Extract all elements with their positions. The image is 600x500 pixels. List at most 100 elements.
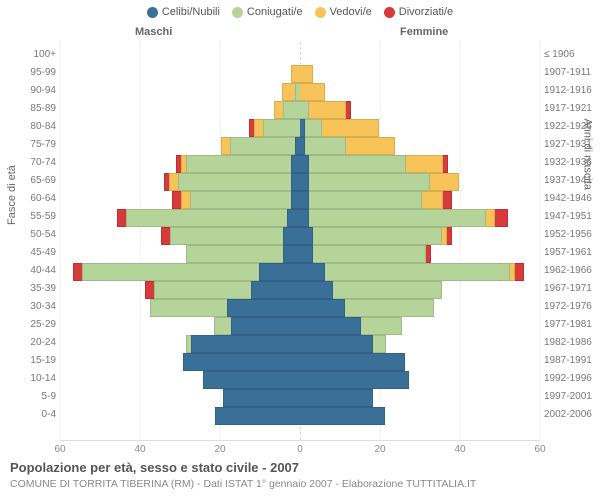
male-bar [186, 245, 300, 261]
birth-year-label: 1937-1941 [544, 175, 598, 186]
chart-subtitle: COMUNE DI TORRITA TIBERINA (RM) - Dati I… [10, 478, 476, 490]
segment-divorziati [172, 191, 181, 209]
age-label: 70-74 [16, 157, 56, 168]
segment-coniugati [190, 191, 291, 209]
pyramid-row: 5-91997-2001 [60, 388, 540, 406]
female-bar [300, 137, 395, 153]
segment-divorziati [447, 227, 452, 245]
pyramid-row: 10-141992-1996 [60, 370, 540, 388]
segment-coniugati [333, 281, 442, 299]
age-label: 45-49 [16, 247, 56, 258]
pyramid-row: 15-191987-1991 [60, 352, 540, 370]
segment-vedovi [282, 83, 295, 101]
male-bar [215, 407, 300, 423]
pyramid-row: 100+≤ 1906 [60, 46, 540, 64]
age-label: 50-54 [16, 229, 56, 240]
legend: Celibi/NubiliConiugati/eVedovi/eDivorzia… [0, 6, 600, 18]
male-bar [172, 191, 300, 207]
legend-item: Divorziati/e [384, 6, 453, 18]
segment-divorziati [176, 155, 181, 173]
female-bar [300, 299, 434, 315]
segment-vedovi [181, 191, 190, 209]
birth-year-label: 1962-1966 [544, 265, 598, 276]
legend-swatch [232, 7, 243, 18]
segment-celibi [300, 317, 361, 335]
segment-vedovi [309, 101, 346, 119]
segment-coniugati [214, 317, 231, 335]
segment-vedovi [430, 173, 459, 191]
pyramid-row: 25-291977-1981 [60, 316, 540, 334]
segment-coniugati [373, 335, 386, 353]
segment-coniugati [309, 191, 422, 209]
birth-year-label: 1957-1961 [544, 247, 598, 258]
female-bar [300, 371, 409, 387]
age-label: 100+ [16, 49, 56, 60]
plot-area: 100+≤ 190695-991907-191190-941912-191685… [60, 42, 540, 440]
female-bar [300, 173, 459, 189]
male-bar [186, 335, 300, 351]
segment-divorziati [73, 263, 82, 281]
segment-divorziati [346, 101, 351, 119]
age-label: 85-89 [16, 103, 56, 114]
male-bar [73, 263, 300, 279]
pyramid-row: 45-491957-1961 [60, 244, 540, 262]
segment-celibi [203, 371, 300, 389]
segment-vedovi [346, 137, 395, 155]
legend-swatch [384, 7, 395, 18]
segment-coniugati [309, 155, 406, 173]
male-bar [221, 137, 300, 153]
segment-vedovi [169, 173, 178, 191]
female-column-header: Femmine [400, 26, 448, 38]
segment-celibi [231, 317, 300, 335]
female-bar [300, 353, 405, 369]
segment-celibi [300, 371, 409, 389]
segment-celibi [300, 155, 309, 173]
segment-celibi [300, 191, 309, 209]
legend-item: Coniugati/e [232, 6, 303, 18]
birth-year-label: 1927-1931 [544, 139, 598, 150]
female-bar [300, 263, 524, 279]
legend-label: Coniugati/e [247, 6, 303, 18]
legend-label: Celibi/Nubili [162, 6, 220, 18]
male-bar [117, 209, 300, 225]
segment-divorziati [495, 209, 508, 227]
x-tick-label: 20 [214, 444, 225, 455]
pyramid-row: 30-341972-1976 [60, 298, 540, 316]
segment-celibi [291, 155, 300, 173]
legend-label: Divorziati/e [399, 6, 453, 18]
segment-coniugati [126, 209, 287, 227]
segment-coniugati [309, 209, 486, 227]
female-bar [300, 155, 448, 171]
birth-year-label: 1912-1916 [544, 85, 598, 96]
female-bar [300, 101, 351, 117]
male-bar [150, 299, 300, 315]
female-bar [300, 191, 452, 207]
segment-celibi [283, 245, 300, 263]
segment-coniugati [305, 119, 322, 137]
age-label: 25-29 [16, 319, 56, 330]
pyramid-row: 90-941912-1916 [60, 82, 540, 100]
segment-vedovi [406, 155, 443, 173]
segment-coniugati [313, 227, 442, 245]
male-bar [291, 65, 300, 81]
legend-swatch [147, 7, 158, 18]
birth-year-label: 1967-1971 [544, 283, 598, 294]
age-label: 15-19 [16, 355, 56, 366]
segment-vedovi [274, 101, 283, 119]
male-bar [249, 119, 300, 135]
age-label: 35-39 [16, 283, 56, 294]
pyramid-row: 65-691937-1941 [60, 172, 540, 190]
segment-celibi [300, 299, 345, 317]
female-bar [300, 317, 402, 333]
segment-coniugati [263, 119, 300, 137]
female-bar [300, 119, 379, 135]
segment-divorziati [443, 191, 452, 209]
pyramid-row: 75-791927-1931 [60, 136, 540, 154]
female-bar [300, 209, 508, 225]
age-label: 30-34 [16, 301, 56, 312]
segment-vedovi [181, 155, 186, 173]
male-bar [214, 317, 300, 333]
segment-coniugati [305, 137, 346, 155]
male-bar [176, 155, 300, 171]
segment-vedovi [486, 209, 495, 227]
